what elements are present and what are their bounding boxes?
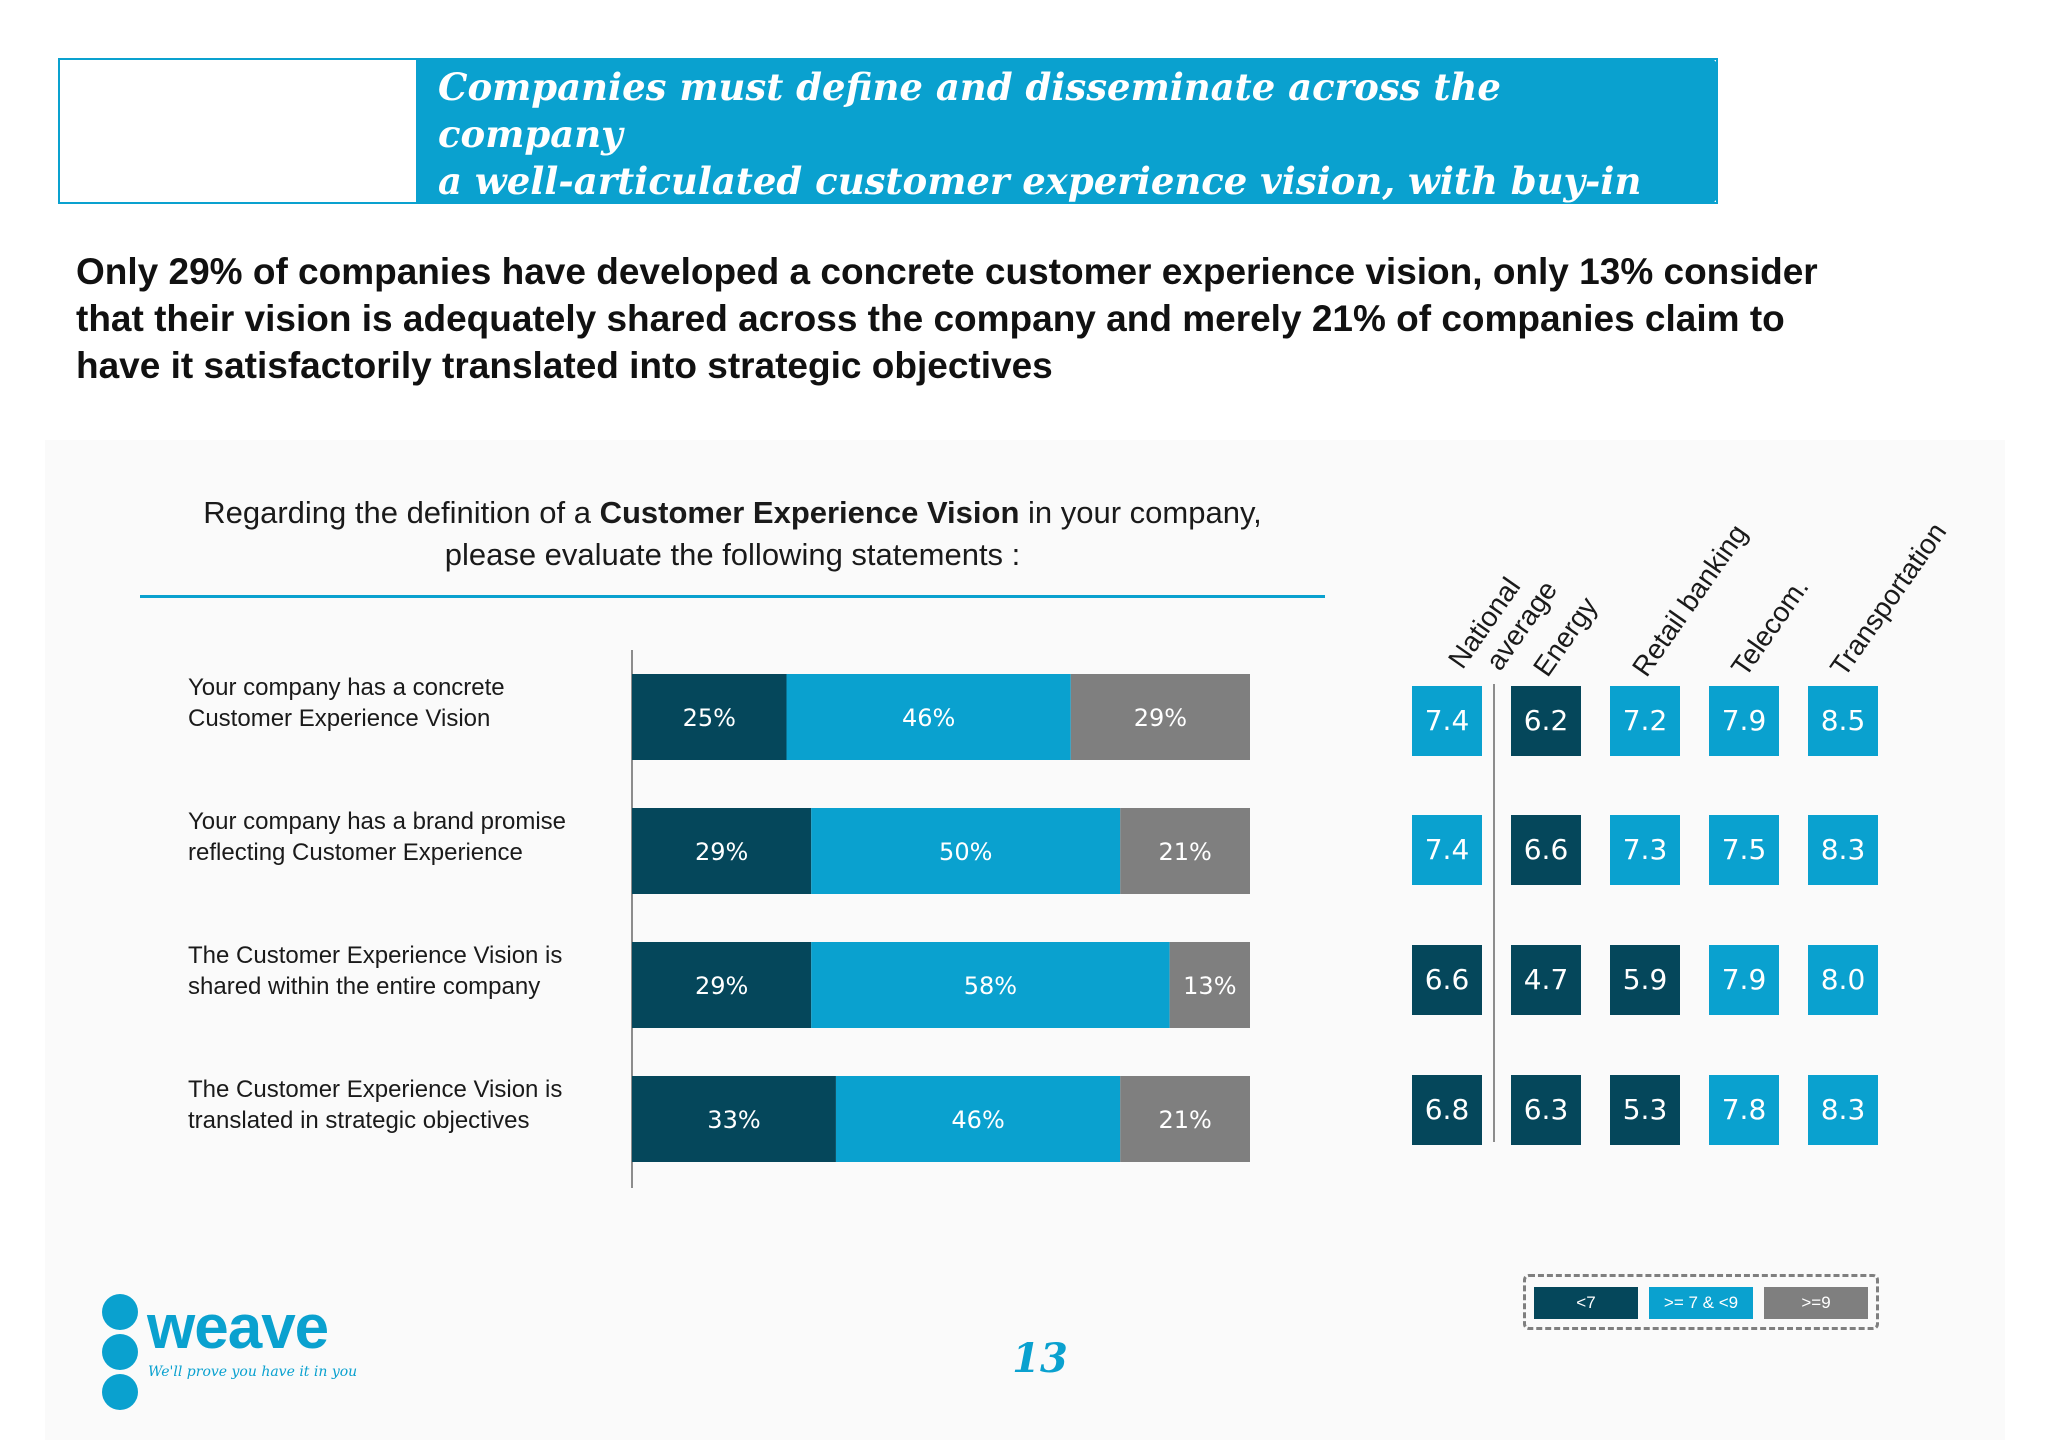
- score-cell-r3-c3: 5.9: [1610, 945, 1680, 1015]
- score-cell-r2-c1: 7.4: [1412, 815, 1482, 885]
- row-label-4-line-1: The Customer Experience Vision is: [188, 1076, 563, 1103]
- bar-segment-r2-s3: [1120, 808, 1250, 894]
- bar-label-r4-s2: 46%: [951, 1106, 1004, 1134]
- bar-label-r3-s2: 58%: [964, 972, 1017, 1000]
- score-cell-r1-c2: 6.2: [1511, 686, 1581, 756]
- logo-dot-1: [102, 1294, 138, 1330]
- score-cell-r2-c2: 6.6: [1511, 815, 1581, 885]
- bar-segment-r4-s2: [835, 1076, 1121, 1162]
- bar-segment-r3-s2: [811, 942, 1170, 1028]
- row-label-1: Your company has a concrete Customer Exp…: [188, 672, 628, 734]
- logo-wordmark: weave: [147, 1293, 329, 1362]
- bar-segment-r3-s1: [632, 942, 812, 1028]
- score-cell-r4-c2: 6.3: [1511, 1075, 1581, 1145]
- banner-line-2: a well-articulated customer experience v…: [438, 159, 1642, 203]
- legend-item-mid: >= 7 & <9: [1649, 1287, 1753, 1319]
- page-number: 13: [1012, 1335, 1068, 1382]
- bar-segment-r1-s3: [1070, 674, 1250, 760]
- question-line-2: please evaluate the following statements…: [444, 537, 1021, 572]
- score-cell-r1-c5: 8.5: [1808, 686, 1878, 756]
- row-label-3-line-1: The Customer Experience Vision is: [188, 942, 563, 969]
- question-underline: [140, 595, 1325, 598]
- title-banner: Companies must define and disseminate ac…: [58, 58, 1718, 250]
- score-cell-r4-c4: 7.8: [1709, 1075, 1779, 1145]
- score-cell-r2-c3: 7.3: [1610, 815, 1680, 885]
- bar-segment-r2-s2: [811, 808, 1121, 894]
- bar-label-r1-s1: 25%: [683, 704, 736, 732]
- bar-segment-r4-s1: [632, 1076, 836, 1162]
- bar-segment-r4-s3: [1120, 1076, 1250, 1162]
- row-label-2: Your company has a brand promise reflect…: [188, 806, 628, 868]
- score-cell-r3-c2: 4.7: [1511, 945, 1581, 1015]
- row-label-1-line-1: Your company has a concrete: [188, 674, 505, 701]
- content-panel: [45, 440, 2005, 1440]
- bar-segment-r2-s1: [632, 808, 812, 894]
- score-cell-r1-c4: 7.9: [1709, 686, 1779, 756]
- score-cell-r2-c4: 7.5: [1709, 815, 1779, 885]
- score-cell-r1-c3: 7.2: [1610, 686, 1680, 756]
- question-line-1: Regarding the definition of a Customer E…: [140, 492, 1325, 534]
- legend-item-high: >=9: [1764, 1287, 1868, 1319]
- bar-label-r1-s3: 29%: [1134, 704, 1187, 732]
- score-cell-r1-c1: 7.4: [1412, 686, 1482, 756]
- logo-tagline: We'll prove you have it in you: [148, 1364, 358, 1380]
- scores-divider: [1493, 684, 1495, 1142]
- row-label-3-line-2: shared within the entire company: [188, 973, 541, 1000]
- bar-label-r2-s3: 21%: [1158, 838, 1211, 866]
- score-legend: <7 >= 7 & <9 >=9: [1523, 1274, 1879, 1330]
- weave-logo: weave We'll prove you have it in you: [100, 1290, 360, 1410]
- score-cell-r3-c1: 6.6: [1412, 945, 1482, 1015]
- question-suffix: in your company,: [1019, 495, 1262, 530]
- score-cell-r4-c3: 5.3: [1610, 1075, 1680, 1145]
- score-cell-r4-c5: 8.3: [1808, 1075, 1878, 1145]
- banner-line-1: Companies must define and disseminate ac…: [438, 65, 1501, 156]
- score-cell-r4-c1: 6.8: [1412, 1075, 1482, 1145]
- banner-line-3: from all stakeholders: [438, 206, 882, 250]
- logo-dot-2: [102, 1334, 138, 1370]
- bar-label-r2-s1: 29%: [695, 838, 748, 866]
- survey-question: Regarding the definition of a Customer E…: [140, 492, 1325, 576]
- bar-label-r4-s3: 21%: [1158, 1106, 1211, 1134]
- row-label-2-line-2: reflecting Customer Experience: [188, 839, 523, 866]
- score-cell-r3-c4: 7.9: [1709, 945, 1779, 1015]
- bar-segment-r1-s1: [632, 674, 787, 760]
- bar-label-r2-s2: 50%: [939, 838, 992, 866]
- question-prefix: Regarding the definition of a: [203, 495, 600, 530]
- row-label-4: The Customer Experience Vision is transl…: [188, 1074, 628, 1136]
- headline-line-1: Only 29% of companies have developed a c…: [76, 251, 1818, 292]
- row-label-3: The Customer Experience Vision is shared…: [188, 940, 628, 1002]
- legend-item-low: <7: [1534, 1287, 1638, 1319]
- row-label-2-line-1: Your company has a brand promise: [188, 808, 566, 835]
- headline-line-2: that their vision is adequately shared a…: [76, 298, 1785, 339]
- headline-line-3: have it satisfactorily translated into s…: [76, 345, 1053, 386]
- bar-segment-r3-s3: [1169, 942, 1250, 1028]
- headline: Only 29% of companies have developed a c…: [76, 248, 1976, 389]
- bar-label-r1-s2: 46%: [902, 704, 955, 732]
- question-bold: Customer Experience Vision: [599, 495, 1020, 530]
- row-label-1-line-2: Customer Experience Vision: [188, 705, 491, 732]
- title-banner-fill: Companies must define and disseminate ac…: [416, 58, 1718, 250]
- score-cell-r2-c5: 8.3: [1808, 815, 1878, 885]
- score-cell-r3-c5: 8.0: [1808, 945, 1878, 1015]
- logo-dot-3: [102, 1374, 138, 1410]
- bar-label-r3-s1: 29%: [695, 972, 748, 1000]
- bar-label-r3-s3: 13%: [1183, 972, 1236, 1000]
- bar-label-r4-s1: 33%: [707, 1106, 760, 1134]
- row-label-4-line-2: translated in strategic objectives: [188, 1107, 530, 1134]
- bar-segment-r1-s2: [786, 674, 1071, 760]
